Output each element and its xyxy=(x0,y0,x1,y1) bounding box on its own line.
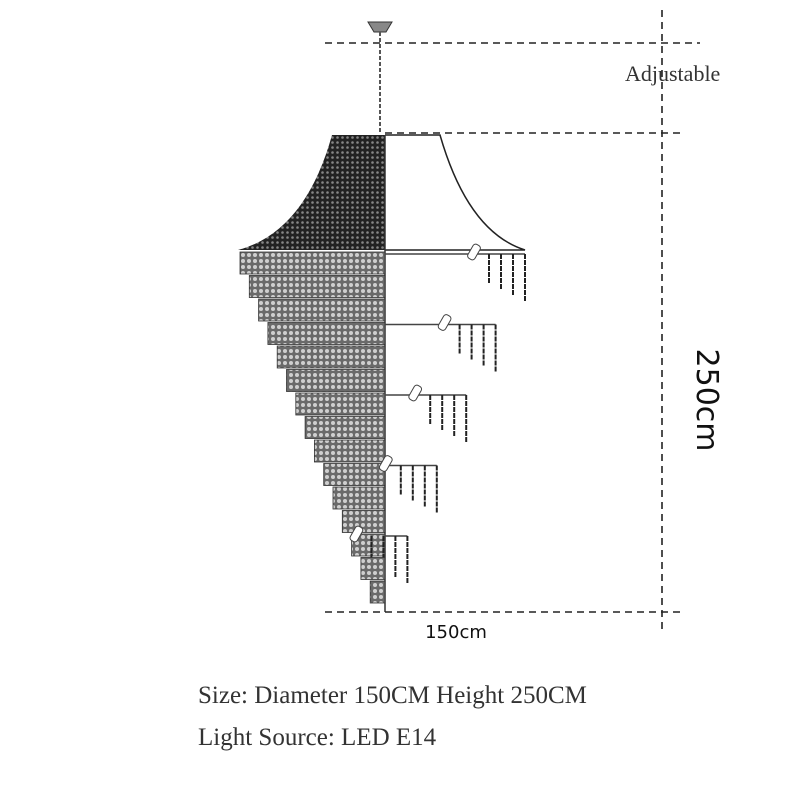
diameter-label: 150cm xyxy=(425,622,487,643)
crystal-tier xyxy=(369,580,386,604)
crystal-tier xyxy=(239,251,386,275)
skirt-left xyxy=(238,135,385,250)
crystal-tier xyxy=(304,416,386,439)
crystal-tier xyxy=(360,557,386,580)
bulb xyxy=(467,243,481,261)
bulb xyxy=(378,455,393,472)
crystal-tier xyxy=(258,298,386,322)
crystal-tier xyxy=(276,345,386,369)
height-label: 250cm xyxy=(689,349,724,452)
chandelier xyxy=(238,21,526,612)
canopy xyxy=(367,21,393,33)
crystal-tier xyxy=(332,486,386,510)
crystal-tier xyxy=(323,463,386,486)
crystal-tier xyxy=(248,275,386,298)
bulb xyxy=(349,525,364,543)
crystal-tier xyxy=(313,439,386,463)
crystal-tier xyxy=(341,510,386,533)
skirt-right xyxy=(385,134,526,251)
crystal-tier xyxy=(351,533,386,557)
spec-line: Light Source: LED E14 xyxy=(198,724,437,751)
spec-line: Size: Diameter 150CM Height 250CM xyxy=(198,682,587,709)
crystal-tier xyxy=(286,369,386,392)
bulb xyxy=(408,384,423,402)
crystal-tier xyxy=(295,392,386,416)
crystal-tier xyxy=(267,322,386,345)
adjustable-label: Adjustable xyxy=(625,61,720,86)
bulb xyxy=(437,314,452,331)
